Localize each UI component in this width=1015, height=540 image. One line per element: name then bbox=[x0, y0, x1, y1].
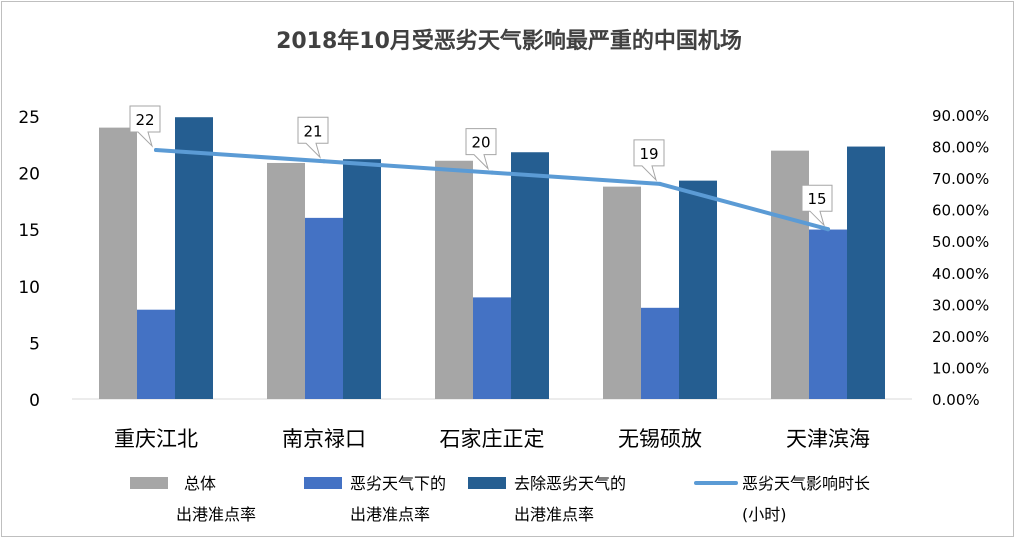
line-point bbox=[322, 159, 326, 164]
left-tick-label: 5 bbox=[29, 334, 40, 354]
left-tick-label: 20 bbox=[18, 165, 40, 185]
data-labels: 22 21 20 19 15 bbox=[129, 105, 833, 227]
data-label-callout bbox=[129, 105, 161, 148]
bar bbox=[473, 297, 511, 399]
data-label: 19 bbox=[639, 145, 658, 163]
bar bbox=[809, 229, 847, 399]
left-tick-label: 15 bbox=[18, 221, 40, 241]
chart-title: 2018年10月受恶劣天气影响最严重的中国机场 bbox=[276, 28, 742, 54]
right-tick-label: 10.00% bbox=[932, 359, 989, 377]
bar bbox=[99, 127, 137, 399]
bar bbox=[137, 309, 175, 399]
line-series bbox=[154, 147, 830, 232]
data-label-callout bbox=[465, 128, 497, 171]
right-tick-label: 80.00% bbox=[932, 139, 989, 157]
legend-swatch bbox=[468, 477, 506, 489]
line-series-path bbox=[154, 147, 830, 232]
bar bbox=[603, 186, 641, 399]
legend-label-line2: (小时) bbox=[742, 505, 787, 524]
left-tick-label: 25 bbox=[18, 108, 40, 128]
data-label-callout bbox=[633, 139, 665, 182]
legend-label-line2: 出港准点率 bbox=[350, 505, 430, 524]
bar bbox=[175, 117, 213, 399]
data-label: 21 bbox=[303, 122, 322, 140]
axes: 0 5 10 15 20 25 0.00% 10.00% 20.00% 30.00% 40.00% 5… bbox=[18, 107, 989, 451]
line-point bbox=[490, 170, 494, 175]
right-tick-label: 20.00% bbox=[932, 328, 989, 346]
legend-label-line2: 出港准点率 bbox=[514, 505, 594, 524]
data-label: 20 bbox=[471, 134, 490, 152]
bar bbox=[305, 217, 343, 399]
data-label: 22 bbox=[135, 111, 154, 129]
bar bbox=[679, 180, 717, 399]
bar bbox=[435, 160, 473, 399]
left-tick-label: 0 bbox=[29, 391, 40, 411]
legend: 总体出港准点率恶劣天气下的出港准点率去除恶劣天气的出港准点率恶劣天气影响时长(小… bbox=[130, 474, 870, 524]
right-tick-label: 60.00% bbox=[932, 202, 989, 220]
line-point bbox=[826, 227, 830, 232]
right-tick-label: 40.00% bbox=[932, 265, 989, 283]
legend-label: 恶劣天气下的 bbox=[350, 474, 446, 493]
legend-label: 总体 bbox=[184, 474, 216, 493]
legend-label: 恶劣天气影响时长 bbox=[742, 474, 870, 493]
right-tick-label: 70.00% bbox=[932, 170, 989, 188]
line-point bbox=[658, 181, 662, 186]
line-point bbox=[154, 147, 158, 152]
bar bbox=[641, 307, 679, 399]
legend-label-line2: 出港准点率 bbox=[176, 505, 256, 524]
bar bbox=[847, 146, 885, 399]
right-tick-label: 50.00% bbox=[932, 233, 989, 251]
data-label: 15 bbox=[807, 190, 826, 208]
legend-swatch bbox=[130, 477, 168, 489]
right-tick-label: 30.00% bbox=[932, 296, 989, 314]
bars bbox=[99, 117, 885, 399]
bar bbox=[511, 152, 549, 399]
category-label: 重庆江北 bbox=[114, 427, 198, 451]
left-tick-label: 10 bbox=[18, 278, 40, 298]
right-tick-label: 0.00% bbox=[932, 391, 980, 409]
legend-label: 去除恶劣天气的 bbox=[514, 474, 626, 493]
category-label: 南京禄口 bbox=[282, 427, 366, 451]
category-label: 天津滨海 bbox=[786, 427, 870, 451]
bar bbox=[267, 162, 305, 399]
legend-swatch bbox=[304, 477, 342, 489]
data-label-callout bbox=[801, 184, 833, 227]
bar bbox=[343, 159, 381, 399]
data-label-callout bbox=[297, 116, 329, 159]
right-tick-label: 90.00% bbox=[932, 107, 989, 125]
category-label: 石家庄正定 bbox=[440, 427, 545, 451]
category-label: 无锡硕放 bbox=[618, 427, 702, 451]
